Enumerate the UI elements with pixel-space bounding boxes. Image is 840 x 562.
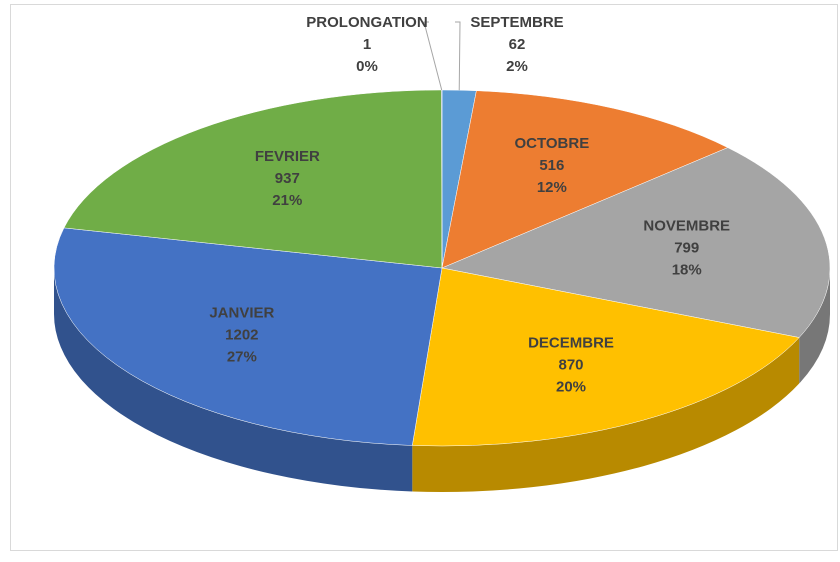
slice-value: 1202 — [225, 326, 258, 343]
slice-label: FEVRIER — [255, 148, 320, 165]
slice-label: NOVEMBRE — [643, 218, 730, 235]
slice-percent: 21% — [272, 192, 302, 209]
slice-value: 1 — [363, 36, 371, 53]
slice-percent: 2% — [506, 58, 528, 75]
pie-side — [54, 268, 413, 492]
slice-label: DECEMBRE — [528, 334, 614, 351]
pie-slice — [63, 89, 443, 269]
slice-label: OCTOBRE — [514, 135, 589, 152]
slice-percent: 27% — [227, 348, 257, 365]
slice-percent: 0% — [356, 58, 378, 75]
slice-label: PROLONGATION — [306, 14, 427, 31]
pie-slice — [412, 267, 800, 447]
pie-slice — [53, 227, 443, 446]
leader-line — [455, 21, 461, 91]
slice-value: 799 — [674, 240, 699, 257]
slice-label: JANVIER — [209, 304, 274, 321]
pie-side — [412, 337, 800, 492]
slice-percent: 18% — [672, 262, 702, 279]
slice-percent: 20% — [556, 378, 586, 395]
slice-value: 937 — [275, 170, 300, 187]
slice-value: 870 — [559, 356, 584, 373]
pie-side — [799, 268, 830, 384]
pie-slice — [441, 90, 729, 269]
slice-percent: 12% — [537, 179, 567, 196]
slice-value: 62 — [509, 36, 526, 53]
slice-value: 516 — [539, 157, 564, 174]
pie-slice — [441, 147, 831, 338]
slice-label: SEPTEMBRE — [470, 14, 563, 31]
leader-line — [423, 21, 443, 91]
